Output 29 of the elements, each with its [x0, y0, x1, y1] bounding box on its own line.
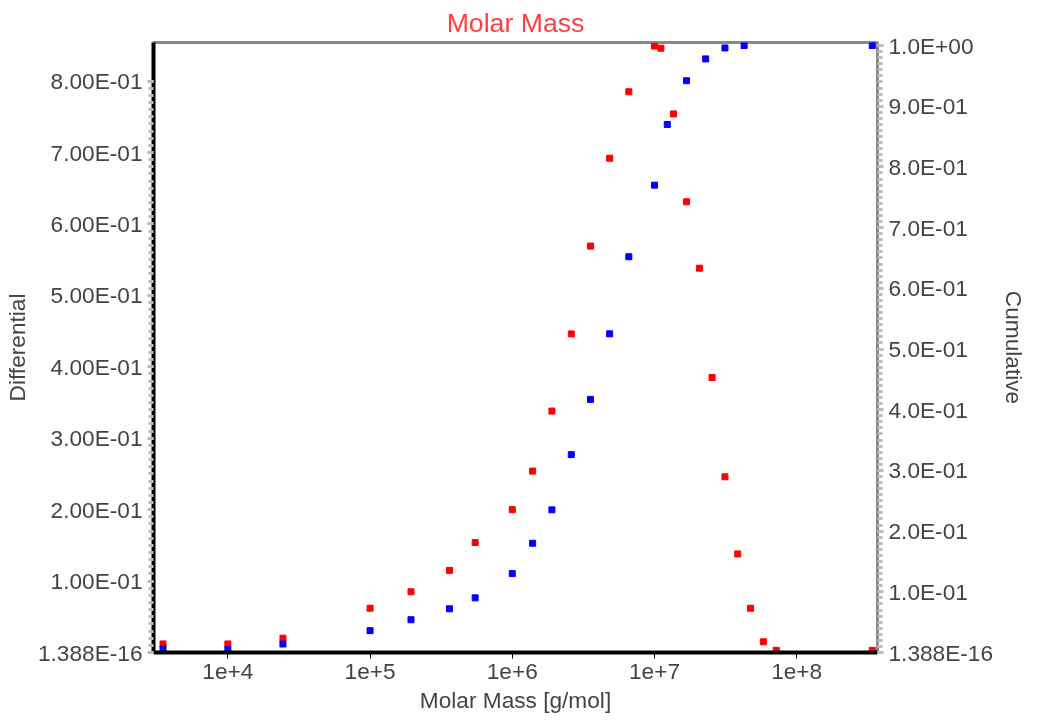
chart-title: Molar Mass: [446, 7, 585, 38]
y-axis-title: Differential: [3, 293, 30, 402]
y-tick-label: 3.00E-01: [50, 425, 143, 452]
y-tick-label: 6.00E-01: [50, 210, 143, 237]
y-tick-label: 4.00E-01: [50, 353, 143, 380]
y2-tick-label: 2.0E-01: [888, 518, 968, 545]
y-tick-label: 2.00E-01: [50, 496, 143, 523]
y2-tick-label: 6.0E-01: [888, 275, 968, 302]
y-tick-label: 1.388E-16: [37, 639, 143, 666]
x-tick-label: 1e+6: [486, 657, 538, 684]
x-tick-label: 1e+5: [344, 657, 396, 684]
y2-tick-label: 5.0E-01: [888, 336, 968, 363]
x-tick-label: 1e+7: [628, 657, 681, 684]
y2-tick-label: 4.0E-01: [888, 396, 968, 423]
y-tick-label: 5.00E-01: [50, 282, 143, 309]
y2-axis-title: Cumulative: [1001, 290, 1028, 405]
y-tick-label: 8.00E-01: [50, 68, 143, 95]
y2-tick-label: 3.0E-01: [888, 457, 968, 484]
y2-tick-label: 9.0E-01: [888, 93, 968, 120]
y2-tick-label: 1.388E-16: [888, 639, 994, 666]
y2-tick-label: 1.0E-01: [888, 578, 968, 605]
y2-tick-label: 7.0E-01: [888, 214, 968, 241]
x-tick-label: 1e+4: [202, 657, 254, 684]
x-tick-label: 1e+8: [771, 657, 823, 684]
y-tick-label: 1.00E-01: [50, 568, 143, 595]
x-axis-title: Molar Mass [g/mol]: [419, 686, 612, 713]
y-tick-label: 7.00E-01: [50, 139, 143, 166]
y2-tick-label: 8.0E-01: [888, 153, 968, 180]
y2-tick-label: 1.0E+00: [888, 32, 974, 59]
